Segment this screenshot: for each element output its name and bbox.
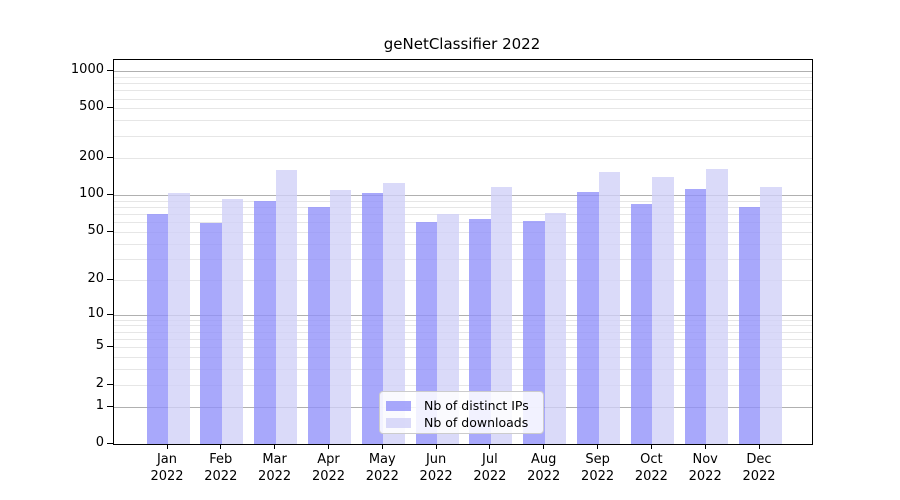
y-axis-label: 1000 xyxy=(0,62,104,78)
bar-downloads xyxy=(652,177,674,444)
y-axis-tick xyxy=(107,279,113,280)
x-axis-tick xyxy=(328,444,329,449)
bar-distinct-ips xyxy=(147,214,169,444)
y-axis-label: 10 xyxy=(0,306,104,322)
gridline-major xyxy=(114,71,812,72)
y-axis-tick xyxy=(107,157,113,158)
x-axis-label: Dec 2022 xyxy=(716,451,802,485)
bar-downloads xyxy=(599,172,621,444)
x-axis-tick xyxy=(220,444,221,449)
y-axis-tick xyxy=(107,194,113,195)
y-axis-label: 100 xyxy=(0,186,104,202)
gridline-minor xyxy=(114,158,812,159)
y-axis-tick xyxy=(107,443,113,444)
x-axis-tick xyxy=(489,444,490,449)
y-axis-label: 20 xyxy=(0,271,104,287)
chart-legend: Nb of distinct IPs Nb of downloads xyxy=(379,391,544,434)
y-axis-label: 500 xyxy=(0,99,104,115)
gridline-minor xyxy=(114,136,812,137)
legend-item-downloads: Nb of downloads xyxy=(380,414,543,431)
bar-distinct-ips xyxy=(631,204,653,444)
gridline-minor xyxy=(114,108,812,109)
bar-downloads xyxy=(276,170,298,444)
bar-distinct-ips xyxy=(739,207,761,444)
bar-distinct-ips xyxy=(308,207,330,444)
x-axis-tick xyxy=(436,444,437,449)
x-axis-tick xyxy=(382,444,383,449)
legend-swatch-distinct-ips xyxy=(386,401,411,411)
legend-label-downloads: Nb of downloads xyxy=(424,414,528,431)
legend-label-distinct-ips: Nb of distinct IPs xyxy=(424,397,529,414)
y-axis-label: 5 xyxy=(0,338,104,354)
bar-downloads xyxy=(760,187,782,444)
y-axis-label: 0 xyxy=(0,435,104,451)
gridline-minor xyxy=(114,83,812,84)
bar-distinct-ips xyxy=(200,223,222,444)
bar-downloads xyxy=(168,193,190,444)
y-axis-tick xyxy=(107,314,113,315)
x-axis-tick xyxy=(543,444,544,449)
y-axis-label: 2 xyxy=(0,376,104,392)
bar-downloads xyxy=(545,213,567,444)
y-axis-label: 50 xyxy=(0,223,104,239)
bar-distinct-ips xyxy=(577,192,599,444)
bar-distinct-ips xyxy=(685,189,707,444)
legend-swatch-downloads xyxy=(386,418,411,428)
gridline-minor xyxy=(114,99,812,100)
chart-title: geNetClassifier 2022 xyxy=(113,35,811,53)
x-axis-tick xyxy=(274,444,275,449)
y-axis-tick xyxy=(107,107,113,108)
x-axis-tick xyxy=(597,444,598,449)
legend-item-distinct-ips: Nb of distinct IPs xyxy=(380,397,543,414)
x-axis-tick xyxy=(651,444,652,449)
gridline-minor xyxy=(114,77,812,78)
chart-figure: geNetClassifier 2022 Nb of distinct IPs … xyxy=(0,0,900,500)
bar-distinct-ips xyxy=(254,201,276,444)
y-axis-tick xyxy=(107,70,113,71)
x-axis-tick xyxy=(759,444,760,449)
x-axis-tick xyxy=(167,444,168,449)
bar-downloads xyxy=(222,199,244,444)
bar-downloads xyxy=(330,190,352,444)
gridline-minor xyxy=(114,120,812,121)
bar-downloads xyxy=(706,169,728,444)
y-axis-tick xyxy=(107,384,113,385)
y-axis-label: 1 xyxy=(0,398,104,414)
gridline-minor xyxy=(114,90,812,91)
y-axis-label: 200 xyxy=(0,149,104,165)
plot-area xyxy=(113,59,813,445)
x-axis-tick xyxy=(705,444,706,449)
y-axis-tick xyxy=(107,406,113,407)
y-axis-tick xyxy=(107,346,113,347)
y-axis-tick xyxy=(107,231,113,232)
